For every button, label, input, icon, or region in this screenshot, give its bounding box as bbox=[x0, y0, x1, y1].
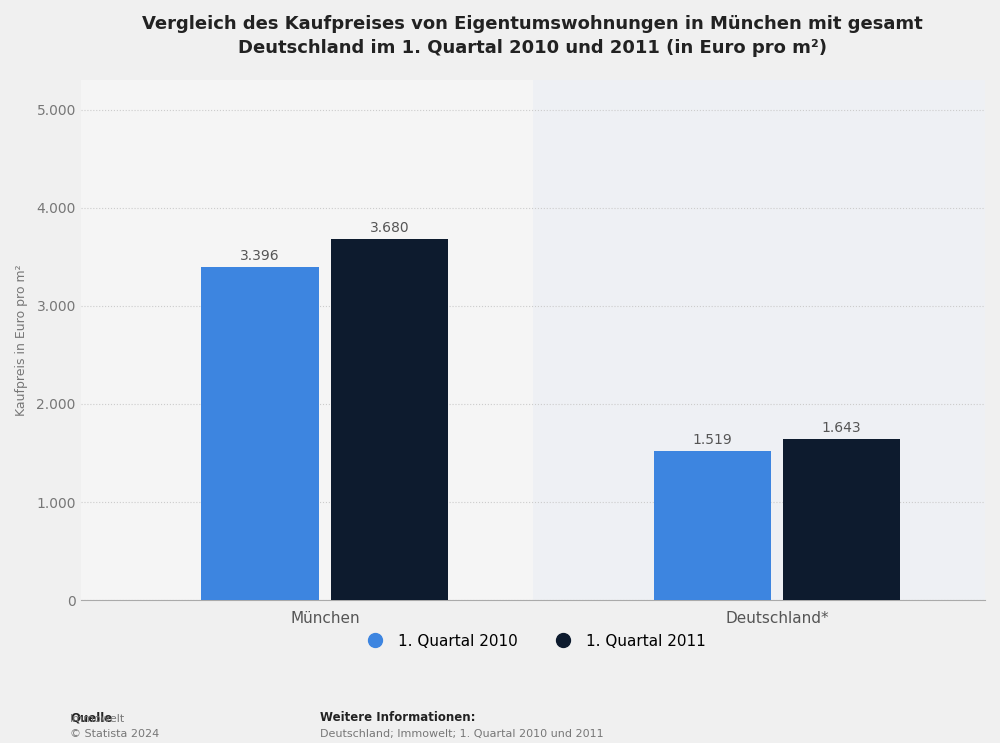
Bar bbox=[331, 239, 448, 600]
Text: Quelle: Quelle bbox=[70, 712, 112, 724]
Bar bbox=[533, 80, 985, 600]
Text: 1.519: 1.519 bbox=[692, 433, 732, 447]
Text: Deutschland; Immowelt; 1. Quartal 2010 und 2011: Deutschland; Immowelt; 1. Quartal 2010 u… bbox=[320, 730, 604, 739]
Bar bbox=[783, 439, 900, 600]
Text: 1.643: 1.643 bbox=[822, 421, 861, 435]
Bar bbox=[201, 267, 319, 600]
Text: 3.680: 3.680 bbox=[370, 221, 409, 236]
Y-axis label: Kaufpreis in Euro pro m²: Kaufpreis in Euro pro m² bbox=[15, 265, 28, 416]
Text: 3.396: 3.396 bbox=[240, 249, 280, 263]
Text: Weitere Informationen:: Weitere Informationen: bbox=[320, 712, 476, 724]
Bar bbox=[654, 451, 771, 600]
Title: Vergleich des Kaufpreises von Eigentumswohnungen in München mit gesamt
Deutschla: Vergleich des Kaufpreises von Eigentumsw… bbox=[142, 15, 923, 56]
Text: Immowelt
© Statista 2024: Immowelt © Statista 2024 bbox=[70, 715, 159, 739]
Bar bbox=[81, 80, 533, 600]
Legend: 1. Quartal 2010, 1. Quartal 2011: 1. Quartal 2010, 1. Quartal 2011 bbox=[354, 628, 712, 655]
